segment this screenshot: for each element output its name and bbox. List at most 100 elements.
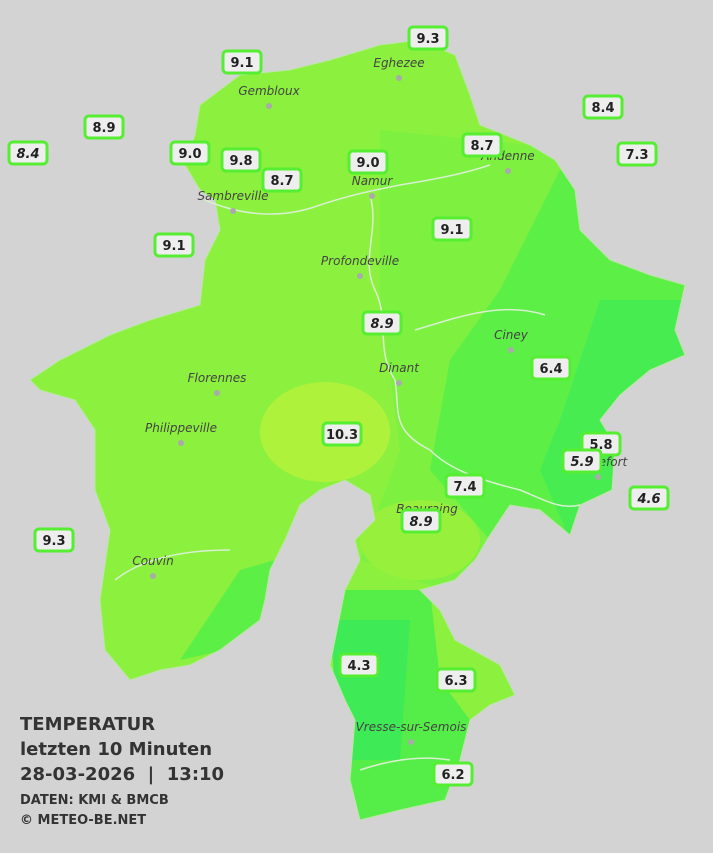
station-box [153,232,195,258]
city-dot [357,273,363,279]
station-box [33,527,75,553]
station-box [432,761,474,787]
station: 9.0 [169,140,211,166]
station-box [338,652,380,678]
city-dot [408,739,414,745]
station-value: 9.8 [229,154,252,169]
city-label: Eghezee [373,56,424,70]
station-box [407,25,449,51]
station-box [220,147,262,173]
station-value: 5.9 [570,455,593,470]
city-label: Couvin [132,554,173,568]
city-dot [230,208,236,214]
station-box [321,421,363,447]
station-value: 6.3 [444,674,467,689]
city-label: Profondeville [321,254,399,268]
legend-source: DATEN: KMI & BMCB [20,793,169,808]
station-value: 8.7 [270,174,293,189]
station: 8.9 [400,508,442,534]
city-dot [505,168,511,174]
station-box [361,310,403,336]
city-dot [369,193,375,199]
city-label: Ciney [494,328,529,342]
station: 6.2 [432,761,474,787]
station-box [400,508,442,534]
station-value: 8.4 [16,147,39,162]
city-dot [508,347,514,353]
city-dot [178,440,184,446]
city-dot [266,103,272,109]
station-box [169,140,211,166]
station-value: 8.7 [470,139,493,154]
city-dot [396,75,402,81]
station-box [221,49,263,75]
station-value: 9.0 [178,147,201,162]
legend-datetime: 28-03-2026 | 13:10 [20,764,224,785]
station-value: 9.1 [440,223,463,238]
station-box [435,667,477,693]
station-value: 8.9 [92,121,115,136]
station-box [347,149,389,175]
rivers [114,164,581,771]
station-box [7,140,49,166]
station: 5.9 [561,448,603,474]
station-value: 9.0 [356,156,379,171]
station-value: 4.6 [636,492,660,507]
city-label: Namur [352,174,394,188]
station: 8.4 [7,140,49,166]
station: 9.1 [153,232,195,258]
station-box [444,473,486,499]
legend-period: letzten 10 Minuten [20,739,212,760]
station: 8.9 [83,114,125,140]
city-dot [595,474,601,480]
station-value: 9.3 [42,534,65,549]
city-dot [214,390,220,396]
station-box [530,355,572,381]
city-label: Dinant [379,361,420,375]
station: 7.3 [616,141,658,167]
station: 9.3 [407,25,449,51]
station-box [582,94,624,120]
station-value: 6.4 [539,362,562,377]
city-label: Philippeville [145,421,217,435]
city-label: Sambreville [197,189,268,203]
station: 6.3 [435,667,477,693]
legend-copyright: © METEO-BE.NET [20,813,146,828]
station: 8.4 [582,94,624,120]
station: 8.9 [361,310,403,336]
station: 8.7 [261,167,303,193]
station-box [431,216,473,242]
legend: TEMPERATUR letzten 10 Minuten 28-03-2026… [20,714,224,828]
station-box [83,114,125,140]
station-box [628,485,670,511]
station-value: 8.9 [370,317,393,332]
station: 7.4 [444,473,486,499]
station-box [261,167,303,193]
station: 9.0 [347,149,389,175]
city-label: Florennes [188,371,247,385]
station-value: 8.9 [409,515,432,530]
station-box [561,448,603,474]
station: 9.8 [220,147,262,173]
city-label: Gembloux [238,84,300,98]
station-value: 10.3 [326,428,358,443]
station-value: 7.4 [453,480,476,495]
station: 8.7 [461,132,503,158]
station-box [616,141,658,167]
station-value: 9.1 [230,56,253,71]
station: 10.3 [321,421,363,447]
station-value: 8.4 [591,101,614,116]
legend-title: TEMPERATUR [20,714,155,735]
station: 9.1 [431,216,473,242]
station: 9.1 [221,49,263,75]
station-value: 4.3 [347,659,370,674]
station: 4.6 [628,485,670,511]
station-box [461,132,503,158]
station: 9.3 [33,527,75,553]
station: 6.4 [530,355,572,381]
station: 4.3 [338,652,380,678]
station-value: 9.3 [416,32,439,47]
station-value: 9.1 [162,239,185,254]
station-value: 6.2 [441,768,464,783]
